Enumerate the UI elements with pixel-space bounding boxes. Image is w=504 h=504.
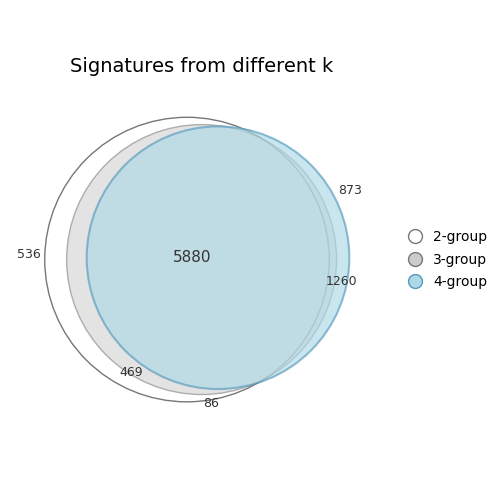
Circle shape (67, 124, 337, 395)
Text: 5880: 5880 (173, 250, 212, 265)
Text: 1260: 1260 (326, 275, 357, 288)
Circle shape (87, 127, 349, 389)
Legend: 2-group, 3-group, 4-group: 2-group, 3-group, 4-group (404, 226, 491, 293)
Text: 873: 873 (338, 184, 362, 197)
Text: 86: 86 (203, 397, 219, 410)
Title: Signatures from different k: Signatures from different k (70, 57, 333, 77)
Text: 469: 469 (119, 366, 143, 379)
Text: 536: 536 (17, 247, 41, 261)
